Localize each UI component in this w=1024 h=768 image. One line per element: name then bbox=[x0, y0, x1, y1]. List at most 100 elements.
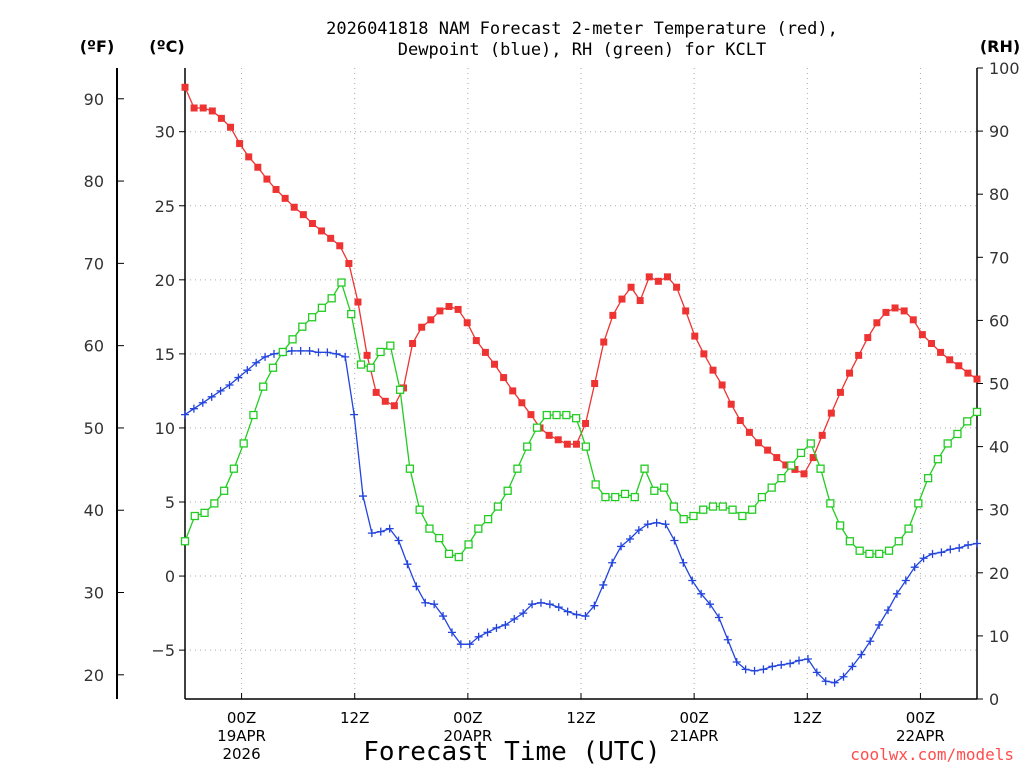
rh-point bbox=[415, 505, 424, 514]
dewpoint-point bbox=[394, 536, 403, 545]
dewpoint-point bbox=[181, 410, 189, 419]
temperature-point bbox=[518, 399, 526, 407]
rh-point bbox=[865, 549, 874, 559]
dewpoint-point bbox=[759, 665, 768, 674]
temperature-point bbox=[472, 337, 480, 345]
rh-tick-label: 50 bbox=[989, 375, 1009, 394]
dewpoint-point bbox=[964, 540, 973, 549]
rh-point bbox=[943, 439, 952, 448]
temperature-point bbox=[199, 104, 207, 112]
temperature-point bbox=[900, 307, 908, 315]
rh-point bbox=[914, 499, 923, 508]
temperature-point bbox=[955, 362, 963, 370]
rh-tick-label: 10 bbox=[989, 627, 1009, 646]
temperature-point bbox=[318, 227, 326, 235]
rh-point bbox=[679, 515, 688, 524]
rh-point bbox=[659, 483, 669, 492]
rh-point bbox=[210, 499, 219, 508]
dewpoint-point bbox=[447, 628, 456, 637]
fahrenheit-tick-label: 70 bbox=[84, 254, 104, 273]
temperature-point bbox=[409, 340, 417, 348]
temperature-point bbox=[554, 436, 562, 444]
temperature-point bbox=[745, 428, 753, 436]
dewpoint-point bbox=[350, 410, 359, 419]
celsius-tick-label: 15 bbox=[155, 345, 175, 364]
dewpoint-point bbox=[750, 666, 759, 675]
rh-line bbox=[184, 280, 978, 558]
temperature-point bbox=[700, 350, 708, 358]
dewpoint-point bbox=[474, 632, 483, 641]
temperature-point bbox=[927, 340, 935, 348]
temperature-point bbox=[755, 439, 763, 447]
rh-point bbox=[972, 407, 982, 417]
rh-point bbox=[249, 410, 258, 420]
rh-point bbox=[806, 439, 815, 448]
fahrenheit-tick-label: 90 bbox=[84, 90, 104, 109]
rh-point bbox=[904, 524, 913, 533]
rh-point bbox=[532, 423, 542, 432]
dewpoint-point bbox=[536, 598, 545, 607]
time-tick-date: 19APR bbox=[217, 727, 266, 745]
temperature-point bbox=[427, 316, 435, 324]
temperature-point bbox=[973, 375, 981, 383]
dewpoint-point bbox=[741, 665, 750, 674]
rh-point bbox=[337, 278, 346, 287]
dewpoint-point bbox=[706, 600, 715, 609]
rh-point bbox=[787, 461, 796, 470]
fahrenheit-unit-label: (ºF) bbox=[80, 37, 115, 56]
fahrenheit-tick-label: 50 bbox=[84, 419, 104, 438]
dewpoint-point bbox=[803, 655, 812, 664]
rh-point bbox=[552, 410, 561, 420]
temperature-point bbox=[336, 242, 344, 250]
rh-point bbox=[933, 455, 943, 464]
fahrenheit-tick-label: 20 bbox=[84, 666, 104, 685]
temperature-point bbox=[600, 338, 608, 346]
rh-point bbox=[454, 552, 463, 562]
dewpoint-point bbox=[892, 589, 901, 598]
dewpoint-point bbox=[572, 610, 581, 619]
dewpoint-point bbox=[839, 672, 848, 681]
temperature-point bbox=[363, 351, 371, 359]
time-tick-year: 2026 bbox=[222, 745, 260, 763]
time-tick-label: 12Z bbox=[340, 709, 369, 727]
temperature-point bbox=[500, 374, 508, 382]
dewpoint-point bbox=[812, 668, 821, 677]
x-axis-label: Forecast Time (UTC) bbox=[363, 737, 660, 767]
dewpoint-line bbox=[184, 350, 978, 684]
celsius-tick-label: 0 bbox=[165, 567, 175, 586]
rh-point bbox=[542, 410, 551, 420]
rh-point bbox=[571, 414, 581, 423]
chart-title-line1: 2026041818 NAM Forecast 2-meter Temperat… bbox=[326, 19, 838, 39]
rh-point bbox=[464, 540, 473, 549]
dewpoint-point bbox=[456, 640, 465, 649]
fahrenheit-tick-label: 60 bbox=[84, 337, 104, 356]
time-tick-label: 00Z bbox=[679, 709, 708, 727]
temperature-point bbox=[527, 411, 535, 419]
temperature-point bbox=[481, 348, 489, 356]
temperature-point bbox=[272, 185, 280, 193]
rh-point bbox=[835, 521, 845, 530]
temperature-point bbox=[809, 454, 817, 462]
temperature-point bbox=[372, 388, 380, 396]
rh-point bbox=[298, 322, 307, 331]
rh-point bbox=[777, 473, 786, 483]
dewpoint-point bbox=[679, 558, 688, 567]
dewpoint-point bbox=[661, 520, 670, 529]
dewpoint-point bbox=[599, 580, 608, 589]
dewpoint-point bbox=[323, 348, 332, 357]
rh-point bbox=[395, 385, 405, 394]
dewpoint-point bbox=[225, 380, 234, 389]
celsius-tick-label: 10 bbox=[155, 419, 175, 438]
rh-unit-label: (RH) bbox=[980, 37, 1020, 56]
rh-tick-label: 60 bbox=[989, 311, 1009, 330]
credit-text: coolwx.com/models bbox=[850, 745, 1014, 764]
temperature-point bbox=[190, 104, 198, 112]
rh-point bbox=[474, 524, 483, 533]
time-tick-label: 00Z bbox=[906, 709, 935, 727]
rh-point bbox=[347, 309, 356, 319]
dewpoint-point bbox=[901, 576, 910, 585]
celsius-tick-label: 20 bbox=[155, 271, 175, 290]
temperature-point bbox=[836, 388, 844, 396]
dewpoint-point bbox=[528, 600, 537, 609]
